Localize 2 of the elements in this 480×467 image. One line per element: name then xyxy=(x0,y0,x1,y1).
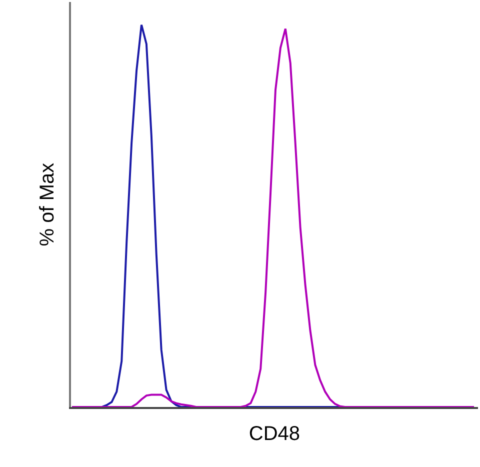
y-axis-title: % of Max xyxy=(36,162,58,246)
x-axis-title: CD48 xyxy=(248,422,300,445)
